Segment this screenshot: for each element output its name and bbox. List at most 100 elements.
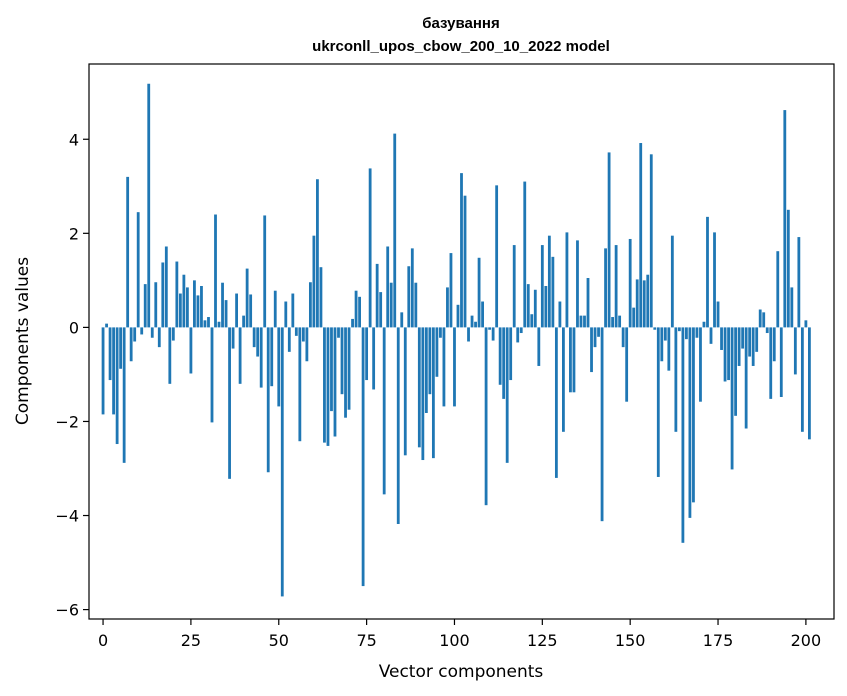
bar-185 (751, 327, 755, 366)
bar-106 (474, 321, 477, 328)
bar-34 (221, 282, 224, 328)
bar-128 (551, 256, 555, 328)
bar-61 (316, 179, 319, 328)
bar-71 (351, 318, 354, 328)
bar-159 (660, 327, 664, 362)
bar-65 (330, 327, 333, 412)
bar-134 (572, 327, 576, 393)
bar-38 (235, 293, 238, 328)
bar-114 (502, 327, 506, 399)
bar-149 (625, 327, 629, 402)
bar-73 (358, 296, 361, 328)
bar-41 (245, 268, 249, 328)
bar-117 (512, 245, 516, 328)
y-tick-label--6: −6 (55, 601, 79, 620)
bar-200 (804, 320, 808, 328)
chart-title: базування (422, 15, 499, 32)
bar-13 (147, 83, 151, 328)
bar-124 (537, 327, 541, 366)
bar-195 (786, 209, 790, 328)
bar-147 (618, 315, 622, 328)
bar-108 (481, 301, 484, 328)
bar-87 (407, 266, 411, 328)
bar-179 (730, 327, 734, 470)
bar-77 (372, 327, 376, 390)
bar-83 (393, 133, 397, 328)
bar-82 (389, 282, 393, 328)
bar-187 (758, 309, 762, 328)
bar-49 (273, 290, 277, 328)
bar-14 (150, 327, 154, 338)
bar-115 (505, 327, 509, 463)
bar-95 (435, 327, 439, 377)
bar-194 (783, 110, 787, 328)
bar-136 (579, 315, 583, 328)
bar-21 (175, 261, 179, 328)
bar-166 (685, 327, 688, 340)
bar-3 (112, 327, 115, 415)
bar-60 (312, 235, 316, 328)
bar-201 (808, 327, 811, 440)
bar-36 (228, 327, 231, 479)
x-tick-label-125: 125 (527, 631, 558, 650)
bar-20 (171, 327, 175, 341)
bar-181 (737, 327, 741, 366)
x-axis-label: Vector components (379, 662, 544, 682)
bar-122 (530, 314, 534, 328)
bar-151 (632, 307, 636, 328)
bar-119 (519, 327, 523, 334)
bar-67 (337, 327, 340, 338)
bar-98 (446, 287, 449, 328)
bar-33 (217, 321, 221, 328)
bar-2 (108, 327, 112, 381)
bar-140 (593, 327, 597, 348)
bar-44 (256, 327, 260, 357)
bar-64 (326, 327, 330, 446)
bar-68 (340, 327, 344, 395)
ticks-group: 0 25 50 75 100 125 150 175 200 −6 −4 −2 0 2 4 (55, 130, 821, 650)
bar-142 (600, 327, 604, 522)
x-tick-label-150: 150 (615, 631, 646, 650)
bar-191 (772, 327, 776, 362)
bar-137 (583, 315, 586, 328)
bar-96 (439, 327, 442, 338)
bar-169 (695, 327, 699, 338)
x-tick-label-0: 0 (98, 631, 108, 650)
bar-167 (688, 327, 692, 518)
bar-155 (646, 274, 650, 328)
bar-144 (607, 152, 611, 328)
bar-158 (656, 327, 660, 477)
bar-121 (526, 284, 530, 328)
bar-51 (280, 327, 284, 597)
bar-196 (790, 287, 794, 328)
bar-16 (157, 327, 161, 348)
bar-53 (287, 327, 291, 352)
bar-174 (713, 232, 716, 328)
bar-88 (410, 248, 414, 328)
bar-97 (442, 327, 446, 407)
bar-22 (178, 293, 182, 328)
bar-100 (453, 327, 456, 407)
x-tick-label-50: 50 (269, 631, 289, 650)
bar-79 (379, 292, 383, 328)
bar-0 (101, 327, 105, 415)
bar-48 (270, 327, 274, 387)
bar-157 (653, 327, 657, 330)
bar-113 (498, 327, 502, 385)
bar-4 (115, 327, 119, 445)
bar-182 (741, 327, 745, 349)
bar-35 (224, 300, 228, 328)
bar-47 (266, 327, 270, 473)
bar-6 (122, 327, 126, 463)
bar-99 (449, 253, 453, 328)
bar-127 (547, 235, 551, 328)
bar-184 (748, 327, 752, 357)
bar-39 (238, 327, 242, 384)
bar-63 (323, 327, 326, 443)
bar-74 (361, 327, 365, 587)
bar-30 (207, 317, 210, 328)
bar-186 (755, 327, 759, 352)
bar-171 (702, 321, 706, 328)
bar-129 (554, 327, 558, 478)
bar-180 (734, 327, 738, 416)
